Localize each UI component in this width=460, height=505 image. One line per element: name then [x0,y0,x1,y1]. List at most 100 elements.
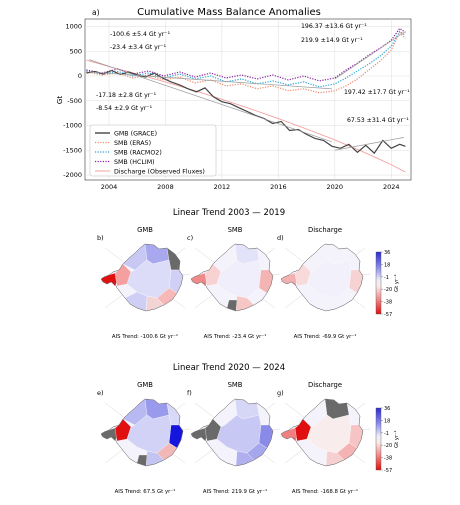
map-panel-letter: c) [187,234,193,242]
series-line-racmo2 [86,30,406,88]
colorbar-tick-label: 18 [384,418,390,424]
antarctica-map [99,243,191,312]
y-tick-label: -1500 [63,146,82,154]
section2-title: Linear Trend 2020 — 2024 [173,363,285,373]
map-title: Discharge [308,226,342,234]
ais-trend-label: AIS Trend: -23.4 Gt yr⁻¹ [204,333,267,340]
trend-label-era5-early: -23.4 ±3.4 Gt yr⁻¹ [110,44,167,51]
ais-trend-label: AIS Trend: 67.5 Gt yr⁻¹ [115,488,176,495]
colorbar-top: 36 18 -1 -20 -38 -57 Gt yr⁻¹ [375,250,400,318]
map-title: SMB [228,381,243,389]
axis-ticks: 2004 2008 2012 2016 2020 2024 1000 500 0 -500 -100… [63,23,399,191]
trend-line-grace-early [89,59,333,143]
trend-label-racmo2-early: -17.18 ±2.8 Gt yr⁻¹ [96,92,157,99]
legend-label-hclim: SMB (HCLIM) [114,159,155,166]
legend-box [89,124,217,177]
legend-label-racmo2: SMB (RACMO2) [114,149,162,156]
y-tick-label: 0 [78,72,82,80]
panel-a-letter: a) [92,8,100,17]
trend-line-grace-late [334,137,405,151]
map-title: GMB [137,226,153,234]
trend-label-grace-early: -100.6 ±5.4 Gt yr⁻¹ [110,31,171,38]
chart-title: Cumulative Mass Balance Anomalies [137,7,321,18]
colorbar-tick-label: 18 [384,262,390,268]
colorbar-tick-label: -38 [384,456,392,462]
y-axis-label: Gt [56,96,64,104]
colorbar-tick-label: -38 [384,300,392,306]
antarctica-map [99,398,191,467]
panel-a-plot: 2004 2008 2012 2016 2020 2024 1000 500 0 -500 -100… [56,18,412,191]
colorbar-label: Gt yr⁻¹ [394,274,400,292]
colorbar-tick-label: -20 [384,443,392,449]
map-panel-letter: f) [187,389,192,397]
colorbar-bottom: 36 18 -1 -20 -38 -57 Gt yr⁻¹ [375,406,400,474]
antarctica-outline [100,398,184,467]
antarctica-map [189,243,281,312]
trend-label-era5-late: 219.9 ±14.9 Gt yr⁻¹ [301,37,363,44]
map-panel-letter: e) [97,389,104,397]
trend-line-smb-early [89,71,332,90]
series-line-discharge [86,59,406,173]
trend-line-smb-late [334,32,405,80]
legend: GMB (GRACE) SMB (ERA5) SMB (RACMO2) SMB (HC… [89,124,217,177]
ais-trend-label: AIS Trend: -69.9 Gt yr⁻¹ [294,333,357,340]
drainage-basin [234,398,260,420]
x-tick-label: 2016 [270,183,287,191]
y-tick-label: -2000 [63,171,82,179]
x-tick-label: 2024 [383,183,400,191]
x-tick-label: 2020 [327,183,344,191]
antarctica-outline [280,243,364,312]
legend-label-discharge: Discharge (Observed Fluxes) [114,168,205,175]
colorbar-tick-label: 36 [384,406,390,412]
trend-label-grace-late: 67.53 ±31.4 Gt yr⁻¹ [347,117,409,124]
ais-trend-label: AIS Trend: -168.8 Gt yr⁻¹ [292,488,358,495]
section1-maps: GMB b) AIS Trend: -100.6 Gt yr⁻¹ SMB c) AIS T… [97,226,371,340]
x-tick-label: 2012 [214,183,231,191]
series-line-hclim [86,27,406,82]
drainage-basin [234,243,260,265]
section1-title: Linear Trend 2003 — 2019 [173,208,285,218]
antarctica-outline [190,243,274,312]
drainage-basin [226,299,238,312]
trend-label-racmo2-late: 197.42 ±17.7 Gt yr⁻¹ [344,89,410,96]
colorbar-tick-label: -1 [384,275,389,281]
series-line-era5 [86,31,406,94]
ais-trend-label: AIS Trend: 219.9 Gt yr⁻¹ [203,488,267,495]
drainage-basin [306,414,352,454]
y-tick-label: 500 [70,47,82,55]
trend-label-hclim-early: -8.54 ±2.9 Gt yr⁻¹ [96,105,153,112]
colorbar-gradient [375,407,382,471]
colorbar-tick-label: -57 [384,468,392,474]
y-tick-label: -500 [67,97,82,105]
ais-trend-label: AIS Trend: -100.6 Gt yr⁻¹ [112,333,178,340]
antarctica-outline [280,398,364,467]
map-panel-letter: g) [277,389,284,397]
map-panel-letter: d) [277,234,284,242]
trend-label-hclim-late: 196.37 ±13.6 Gt yr⁻¹ [301,23,367,30]
legend-label-grace: GMB (GRACE) [114,130,157,137]
colorbar-gradient [375,251,382,315]
antarctica-map [279,398,371,467]
drainage-basin [306,259,352,299]
x-tick-label: 2008 [157,183,174,191]
colorbar-label: Gt yr⁻¹ [394,430,400,448]
drainage-basin [136,454,148,467]
map-panel-letter: b) [97,234,104,242]
section2-maps: GMB e) AIS Trend: 67.5 Gt yr⁻¹ SMB f) AIS Tre… [97,381,371,495]
legend-items: GMB (GRACE) SMB (ERA5) SMB (RACMO2) SMB (HC… [95,130,205,175]
colorbar-tick-label: -20 [384,287,392,293]
colorbar-tick-label: -57 [384,312,392,318]
map-title: SMB [228,226,243,234]
antarctica-map [279,243,371,312]
map-title: GMB [137,381,153,389]
colorbar-tick-label: 36 [384,250,390,256]
y-tick-label: 1000 [65,23,82,31]
colorbar-tick-label: -1 [384,431,389,437]
x-tick-label: 2004 [101,183,118,191]
map-title: Discharge [308,381,342,389]
antarctica-outline [100,243,184,312]
y-tick-label: -1000 [63,122,82,130]
series-layer [86,27,406,173]
drainage-basin [126,259,172,299]
legend-label-era5: SMB (ERA5) [114,140,151,147]
